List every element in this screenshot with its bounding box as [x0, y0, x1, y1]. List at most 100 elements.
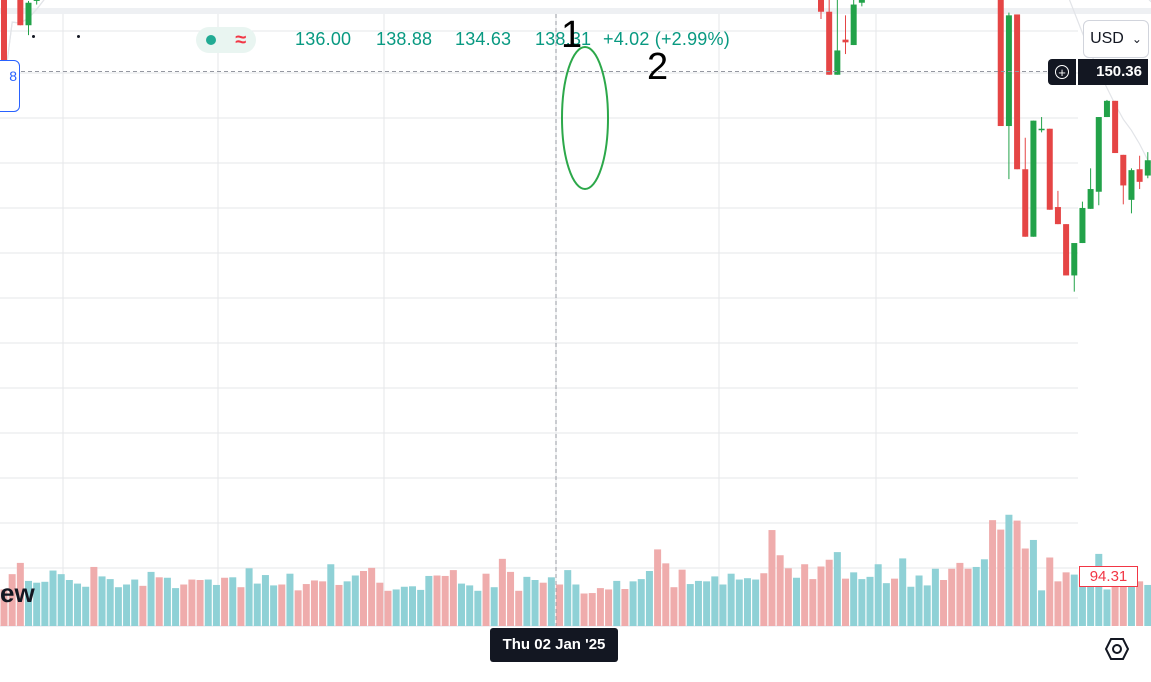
candle-body	[834, 50, 841, 75]
candle-body	[1087, 189, 1094, 209]
volume-bar	[327, 564, 335, 626]
volume-bar	[948, 568, 956, 626]
ohlc-close: 138.31	[535, 29, 592, 49]
candle-body	[1005, 15, 1012, 127]
candle	[1120, 154, 1127, 205]
annotation-label-2: 2	[647, 46, 669, 88]
volume-bar	[417, 589, 425, 626]
volume-bar	[253, 583, 261, 626]
volume-bar	[703, 581, 711, 626]
candle-body	[818, 0, 824, 12]
market-status-pill[interactable]: ≈	[196, 27, 256, 53]
volume-bar	[637, 579, 645, 626]
volume-bar	[556, 584, 564, 626]
candle	[826, 0, 833, 75]
volume-bar	[123, 584, 131, 626]
left-widget-text: 8	[9, 68, 17, 84]
volume-bar	[180, 584, 188, 626]
volume-bar	[515, 590, 523, 626]
volume-bar	[719, 584, 727, 626]
candle	[1030, 120, 1037, 237]
candle	[1144, 152, 1151, 179]
currency-selector[interactable]: USD ⌄	[1083, 20, 1149, 58]
candle-body	[858, 0, 865, 3]
candle	[1087, 168, 1094, 209]
candle-body	[1, 0, 7, 87]
volume-bar	[997, 529, 1005, 626]
candle-body	[1014, 14, 1021, 170]
menu-dot	[32, 35, 35, 38]
volume-bar	[57, 574, 65, 626]
add-price-alert-button[interactable]: +	[1048, 59, 1076, 85]
volume-bar	[25, 580, 33, 626]
candle-body	[1022, 169, 1029, 237]
volume-bar	[82, 586, 90, 626]
plus-icon: +	[1055, 65, 1069, 79]
volume-bar	[261, 575, 269, 626]
volume-bar	[1078, 577, 1086, 626]
candle-body	[1103, 100, 1110, 118]
volume-bar	[964, 568, 972, 626]
candle	[1005, 12, 1012, 180]
volume-bar	[1103, 589, 1111, 626]
volume-bar	[1111, 571, 1119, 626]
candle-body	[1128, 170, 1135, 200]
volume-bar	[743, 578, 751, 626]
volume-bar	[237, 587, 245, 626]
volume-bar	[605, 589, 613, 626]
volume-bar	[16, 562, 24, 626]
volume-bar	[1070, 574, 1078, 626]
candle-body	[25, 2, 32, 26]
volume-bar	[776, 555, 784, 626]
volume-bar	[531, 580, 539, 626]
volume-bar	[172, 588, 180, 626]
volume-bar	[1136, 581, 1144, 626]
candle	[1054, 190, 1061, 225]
volume-bar	[727, 573, 735, 626]
volume-bar	[114, 587, 122, 626]
candle	[1038, 117, 1045, 133]
volume-bar	[711, 576, 719, 626]
candle	[818, 0, 824, 19]
candle	[1, 0, 7, 87]
volume-bar	[915, 575, 923, 626]
candle-body	[1120, 154, 1127, 186]
annotation-label-1: 1	[561, 14, 583, 56]
ohlc-low: 134.63	[455, 29, 512, 49]
settings-icon[interactable]	[1104, 636, 1130, 662]
volume-bar	[817, 566, 825, 626]
volume-bar	[441, 575, 449, 626]
candle	[1014, 14, 1021, 170]
candle-body	[1071, 243, 1078, 276]
volume-bar	[147, 571, 155, 626]
volume-bar	[686, 584, 694, 626]
last-price-label: 94.31	[1079, 566, 1138, 587]
volume-bar	[65, 580, 73, 626]
volume-bar	[41, 581, 49, 626]
crosshair-date-label: Thu 02 Jan '25	[490, 628, 618, 662]
volume-bar	[310, 580, 318, 626]
volume-bar	[319, 581, 327, 626]
volume-bar	[1029, 539, 1037, 626]
volume-bar	[825, 559, 833, 626]
volume-bar	[956, 562, 964, 626]
volume-bar	[1127, 575, 1135, 626]
volume-bar	[155, 577, 163, 626]
volume-bar	[547, 577, 555, 626]
volume-bar	[278, 584, 286, 626]
left-edge-widget[interactable]: 8	[0, 60, 20, 112]
candle	[850, 0, 857, 46]
volume-bar	[1095, 553, 1103, 626]
volume-bar	[294, 590, 302, 626]
candle	[1112, 100, 1119, 154]
candle	[858, 0, 865, 7]
volume-bar	[384, 590, 392, 626]
volume-bar	[735, 579, 743, 626]
volume-bar	[490, 587, 498, 626]
volume-bar	[858, 579, 866, 626]
volume-bar	[580, 593, 588, 626]
candle-body	[997, 0, 1004, 127]
volume-bar	[458, 583, 466, 626]
volume-bar	[359, 571, 367, 626]
